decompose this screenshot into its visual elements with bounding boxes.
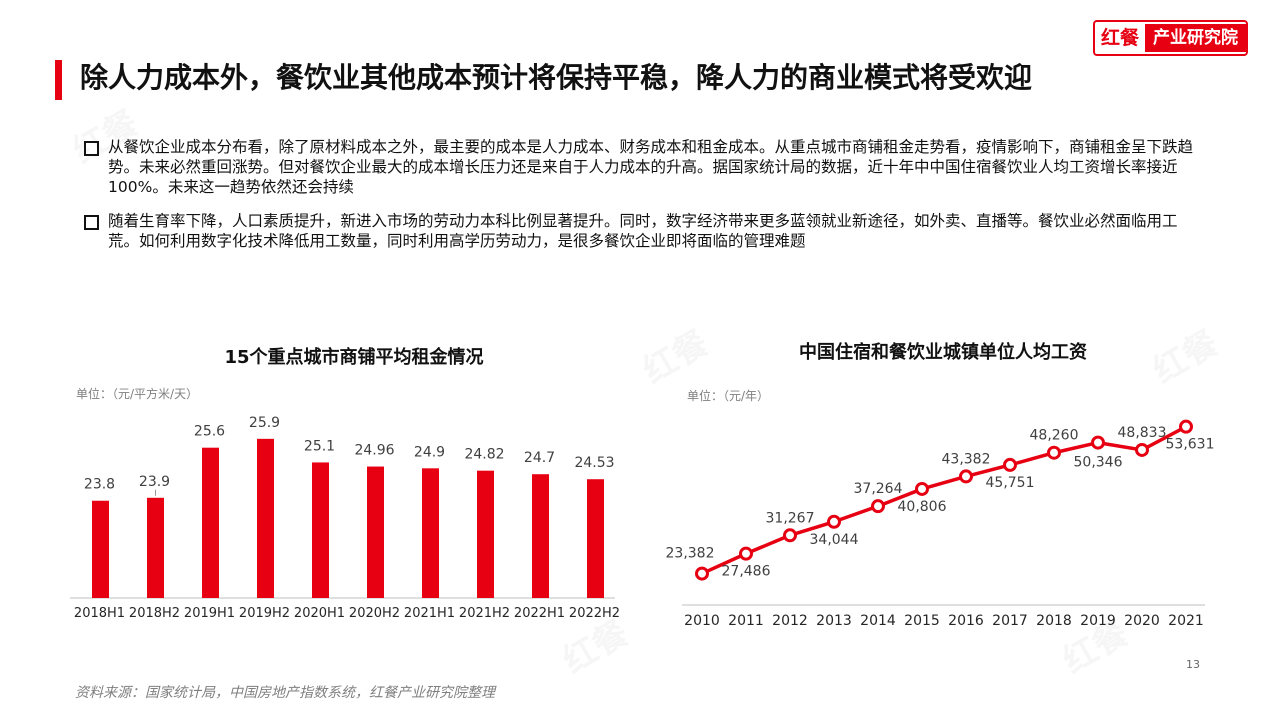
series-line — [701, 425, 1187, 576]
point-value-label: 50,346 — [1074, 455, 1123, 471]
point-value-label: 23,382 — [666, 546, 715, 562]
data-point — [1047, 445, 1061, 460]
x-tick-label: 2016 — [948, 613, 984, 629]
bar-value-label: 24.7 — [524, 450, 555, 466]
bar-value-label: 23.8 — [84, 477, 115, 493]
x-tick-label: 2014 — [860, 613, 896, 629]
point-value-label: 48,833 — [1118, 425, 1167, 441]
bar-value-label: 25.9 — [249, 415, 280, 431]
data-point — [915, 481, 929, 496]
bar-value-label: 23.9 — [139, 474, 170, 490]
x-tick-label: 2018H1 — [74, 606, 125, 621]
watermark: 红餐 — [1142, 316, 1225, 392]
x-tick-label: 2020H2 — [349, 606, 400, 621]
data-point — [827, 514, 841, 529]
brand-logo: 红餐 产业研究院 — [1092, 20, 1248, 56]
x-tick-label: 2021H1 — [404, 606, 455, 621]
point-value-label: 40,806 — [898, 499, 947, 515]
data-point — [739, 546, 753, 561]
bar — [367, 466, 384, 598]
bullet-square-icon — [84, 141, 99, 156]
logo-mark: 红餐 — [1094, 24, 1145, 52]
logo-text: 产业研究院 — [1145, 24, 1246, 52]
x-tick-label: 2022H1 — [514, 606, 565, 621]
bar-value-label: 25.6 — [194, 424, 225, 440]
data-point — [959, 469, 973, 484]
bar-value-label: 24.9 — [414, 444, 445, 460]
point-value-label: 31,267 — [766, 510, 815, 526]
data-point — [695, 566, 709, 581]
data-point — [1003, 457, 1017, 472]
data-point — [783, 528, 797, 543]
x-tick-label: 2015 — [904, 613, 940, 629]
bullet-square-icon — [84, 215, 99, 230]
point-value-label: 43,382 — [942, 451, 991, 467]
wage-line-chart: 23,382 2010 27,486 2011 31,267 2012 34,044 2013… — [666, 419, 1215, 629]
point-value-label: 27,486 — [722, 564, 771, 580]
data-point — [1091, 435, 1105, 450]
x-tick-label: 2019H1 — [184, 606, 235, 621]
x-tick-label: 2017 — [992, 613, 1028, 629]
x-tick-label: 2021 — [1168, 613, 1204, 629]
x-tick-label: 2020H1 — [294, 606, 345, 621]
data-point — [871, 499, 885, 514]
bar — [422, 468, 439, 598]
rent-bar-chart: 23.8 2018H1 23.9 2018H2 25.6 2019H1 25.9 2019H2… — [70, 415, 620, 621]
bar-value-label: 24.53 — [574, 455, 614, 471]
data-point — [1179, 419, 1193, 434]
page-number: 13 — [1186, 658, 1200, 671]
x-tick-label: 2022H2 — [569, 606, 620, 621]
bar — [532, 474, 549, 598]
x-tick-label: 2019H2 — [239, 606, 290, 621]
point-value-label: 37,264 — [854, 481, 903, 497]
bar — [587, 479, 604, 598]
rent-chart-title: 15个重点城市商铺平均租金情况 — [224, 347, 484, 368]
x-tick-label: 2013 — [816, 613, 852, 629]
bar — [312, 462, 329, 598]
data-point — [1135, 442, 1149, 457]
x-tick-label: 2012 — [772, 613, 808, 629]
bullet-item: 从餐饮企业成本分布看，除了原材料成本之外，最主要的成本是人力成本、财务成本和租金… — [84, 137, 1194, 197]
point-value-label: 45,751 — [986, 475, 1035, 491]
bar-value-label: 24.96 — [354, 443, 394, 459]
point-value-label: 53,631 — [1166, 437, 1215, 453]
wage-chart-title: 中国住宿和餐饮业城镇单位人均工资 — [799, 342, 1087, 363]
x-tick-label: 2018H2 — [129, 606, 180, 621]
bar — [257, 438, 274, 598]
watermark: 红餐 — [632, 316, 715, 392]
page-title: 除人力成本外，餐饮业其他成本预计将保持平稳，降人力的商业模式将受欢迎 — [80, 61, 1033, 94]
bullet-text: 从餐饮企业成本分布看，除了原材料成本之外，最主要的成本是人力成本、财务成本和租金… — [108, 138, 1194, 196]
x-tick-label: 2019 — [1080, 613, 1116, 629]
bar — [147, 497, 164, 598]
bar — [202, 447, 219, 598]
x-tick-label: 2018 — [1036, 613, 1072, 629]
wage-chart-unit: 单位：（元/年） — [687, 389, 770, 403]
bullet-text: 随着生育率下降，人口素质提升，新进入市场的劳动力本科比例显著提升。同时，数字经济… — [108, 212, 1178, 250]
x-tick-label: 2011 — [728, 613, 764, 629]
x-tick-label: 2020 — [1124, 613, 1160, 629]
x-tick-label: 2010 — [684, 613, 720, 629]
point-value-label: 34,044 — [810, 532, 859, 548]
point-value-label: 48,260 — [1030, 428, 1079, 444]
bar — [477, 470, 494, 598]
bullet-item: 随着生育率下降，人口素质提升，新进入市场的劳动力本科比例显著提升。同时，数字经济… — [84, 211, 1194, 251]
bar-value-label: 25.1 — [304, 438, 335, 454]
bar-value-label: 24.82 — [464, 447, 504, 463]
title-accent-bar — [55, 60, 62, 100]
rent-chart-unit: 单位：（元/平方米/天） — [76, 387, 199, 401]
x-tick-label: 2021H2 — [459, 606, 510, 621]
bar — [92, 500, 109, 598]
source-note: 资料来源：国家统计局，中国房地产指数系统，红餐产业研究院整理 — [75, 685, 495, 701]
